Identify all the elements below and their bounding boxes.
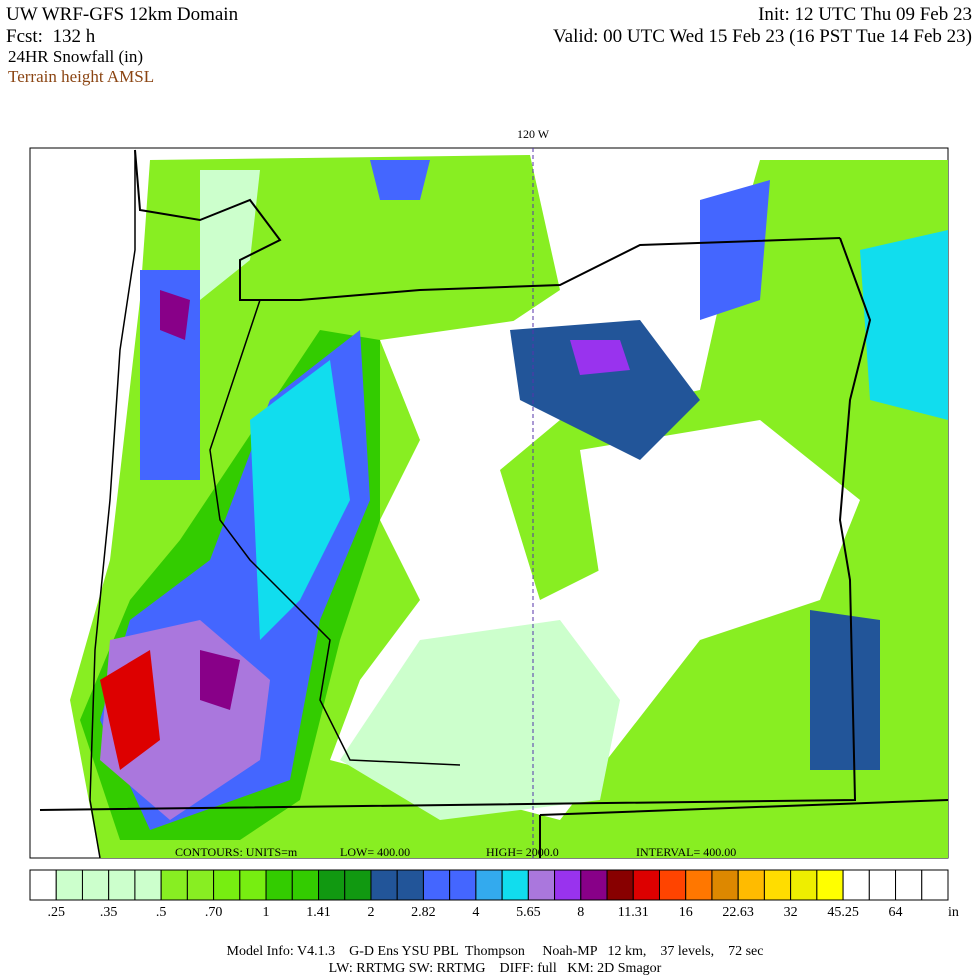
colorbar-swatch — [370, 869, 398, 901]
colorbar-swatch — [475, 869, 503, 901]
colorbar-swatch — [763, 869, 792, 901]
overlay-name: Terrain height AMSL — [8, 67, 154, 86]
contour-info: CONTOURS: UNITS=m — [175, 845, 298, 859]
colorbar-swatch — [449, 869, 477, 901]
init-time: Init: 12 UTC Thu 09 Feb 23 — [758, 4, 972, 25]
colorbar-swatch — [685, 869, 713, 901]
longitude-label: 120 W — [517, 127, 550, 141]
colorbar-label: .25 — [47, 905, 65, 920]
snow-area — [810, 610, 880, 770]
colorbar-swatch — [29, 869, 57, 901]
colorbar-swatch — [81, 869, 110, 901]
colorbar-swatch — [396, 869, 424, 901]
colorbar-label: 5.65 — [516, 905, 541, 920]
snow-area — [100, 650, 160, 770]
colorbar: .25 .35 .5 .70 1 1.41 2 2.82 4 5.65 8 11.31 16 22.63 3… — [29, 869, 949, 920]
valid-time: Valid: 00 UTC Wed 15 Feb 23 (16 PST Tue … — [553, 26, 972, 47]
snow-area — [250, 360, 350, 640]
colorbar-swatch — [606, 869, 634, 901]
colorbar-label: 16 — [679, 905, 693, 920]
colorbar-unit: in — [948, 905, 959, 920]
colorbar-swatch — [318, 869, 346, 901]
colorbar-swatch — [711, 869, 739, 901]
contour-info: HIGH= 2000.0 — [486, 845, 559, 859]
snow-area — [370, 160, 430, 200]
model-info: LW: RRTMG SW: RRTMG DIFF: full KM: 2D Sm… — [329, 961, 662, 976]
field-name: 24HR Snowfall (in) — [8, 47, 143, 66]
colorbar-label: 8 — [577, 905, 584, 920]
colorbar-swatch — [895, 869, 923, 901]
colorbar-swatch — [554, 869, 582, 901]
river — [209, 299, 461, 766]
colorbar-label: 2 — [367, 905, 374, 920]
colorbar-swatch — [422, 869, 451, 901]
colorbar-label: .5 — [156, 905, 167, 920]
colorbar-swatch — [737, 869, 765, 901]
boundary — [539, 799, 948, 816]
map: 120 W CONTOURS: UNITS=m LOW= 400.00 HIGH… — [29, 127, 949, 859]
colorbar-swatch — [921, 869, 949, 901]
colorbar-swatch — [842, 869, 870, 901]
contour-info: LOW= 400.00 — [340, 845, 410, 859]
colorbar-swatch — [658, 869, 687, 901]
colorbar-swatch — [816, 869, 844, 901]
colorbar-label: 45.25 — [827, 905, 859, 920]
colorbar-swatch — [868, 869, 897, 901]
colorbar-swatch — [55, 869, 83, 901]
colorbar-swatch — [291, 869, 320, 901]
contour-info: INTERVAL= 400.00 — [636, 845, 736, 859]
snow-area — [200, 650, 240, 710]
snow-area — [570, 340, 630, 375]
model-info: Model Info: V4.1.3 G-D Ens YSU PBL Thomp… — [227, 944, 764, 959]
colorbar-swatch — [632, 869, 660, 901]
colorbar-label: 1 — [263, 905, 270, 920]
colorbar-label: 22.63 — [722, 905, 754, 920]
colorbar-swatch — [186, 869, 215, 901]
boundary — [39, 237, 872, 811]
colorbar-label: 4 — [472, 905, 479, 920]
snow-area — [860, 230, 948, 420]
snow-area — [510, 320, 700, 460]
colorbar-swatch — [580, 869, 608, 901]
colorbar-label: 32 — [784, 905, 798, 920]
boundary — [134, 149, 841, 301]
snow-free — [580, 420, 860, 640]
colorbar-label: .70 — [205, 905, 223, 920]
colorbar-swatch — [527, 869, 556, 901]
title: UW WRF-GFS 12km Domain — [6, 4, 239, 25]
snow-free — [380, 320, 520, 440]
forecast-hour: Fcst: 132 h — [6, 26, 96, 47]
colorbar-swatch — [134, 869, 162, 901]
coastline — [89, 150, 136, 858]
snow-area — [700, 180, 770, 320]
colorbar-swatch — [344, 869, 372, 901]
colorbar-swatch — [790, 869, 818, 901]
colorbar-swatch — [108, 869, 136, 901]
colorbar-swatch — [213, 869, 241, 901]
colorbar-label: 1.41 — [306, 905, 331, 920]
colorbar-label: .35 — [100, 905, 118, 920]
colorbar-swatch — [160, 869, 188, 901]
colorbar-label: 11.31 — [618, 905, 649, 920]
colorbar-swatch — [239, 869, 267, 901]
colorbar-swatch — [265, 869, 293, 901]
snow-area — [160, 290, 190, 340]
snow-area — [340, 620, 620, 820]
colorbar-label: 64 — [889, 905, 903, 920]
colorbar-swatch — [501, 869, 529, 901]
colorbar-label: 2.82 — [411, 905, 436, 920]
